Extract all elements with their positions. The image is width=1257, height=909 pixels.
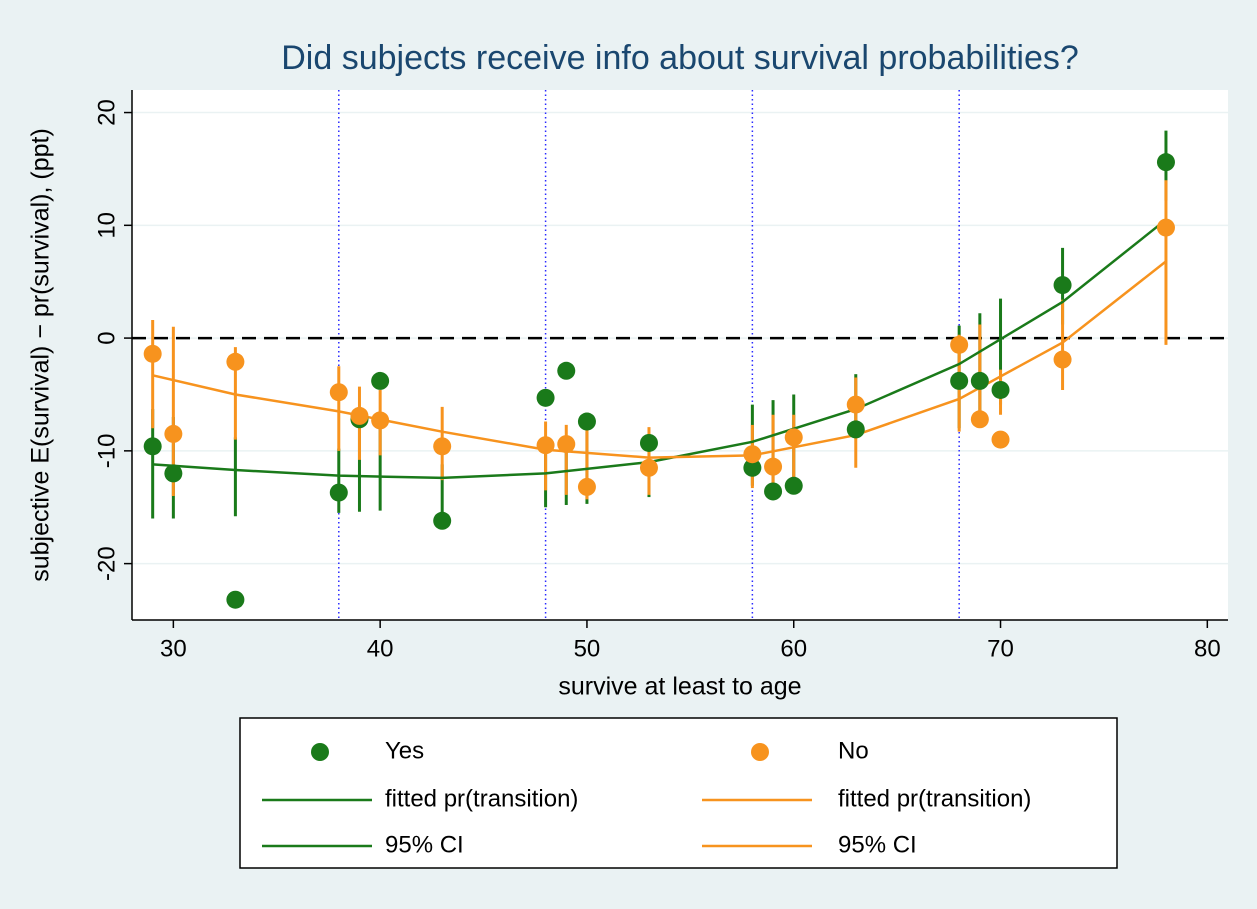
point [536, 388, 555, 407]
point [743, 445, 762, 464]
point [143, 344, 162, 363]
x-tick-label: 70 [987, 635, 1014, 662]
x-tick-label: 40 [367, 635, 394, 662]
x-tick-label: 50 [574, 635, 601, 662]
point [950, 371, 969, 390]
legend-label: 95% CI [838, 831, 917, 858]
point [164, 464, 183, 483]
point [970, 371, 989, 390]
point [226, 590, 245, 609]
point [764, 482, 783, 501]
x-tick-label: 30 [160, 635, 187, 662]
point [557, 361, 576, 380]
point [433, 511, 452, 530]
y-tick-label: 0 [93, 331, 120, 344]
point [577, 477, 596, 496]
y-axis-label: subjective E(survival) − pr(survival), (… [27, 128, 55, 582]
point [226, 352, 245, 371]
point [371, 371, 390, 390]
fitted-line [152, 260, 1167, 459]
legend-box [239, 717, 1118, 869]
chart-title: Did subjects receive info about survival… [281, 39, 1079, 77]
y-tick-label: -20 [93, 546, 120, 581]
point [164, 424, 183, 443]
legend-label: No [838, 737, 869, 764]
point [764, 457, 783, 476]
point [991, 380, 1010, 399]
point [1156, 218, 1175, 237]
legend-symbol [751, 743, 769, 761]
point [784, 428, 803, 447]
point [784, 476, 803, 495]
point [536, 436, 555, 455]
point [846, 395, 865, 414]
legend-label: fitted pr(transition) [838, 785, 1031, 812]
point [970, 410, 989, 429]
point [1053, 350, 1072, 369]
point [557, 435, 576, 454]
y-tick-label: -10 [93, 434, 120, 469]
point [577, 412, 596, 431]
y-tick-label: 20 [93, 99, 120, 126]
legend-label: Yes [385, 737, 424, 764]
legend-symbol [311, 743, 329, 761]
x-tick-label: 80 [1194, 635, 1221, 662]
point [639, 458, 658, 477]
point [1156, 153, 1175, 172]
point [846, 420, 865, 439]
point [433, 437, 452, 456]
y-tick-label: 10 [93, 212, 120, 239]
point [143, 437, 162, 456]
point [639, 433, 658, 452]
point [950, 335, 969, 354]
legend-label: 95% CI [385, 831, 464, 858]
point [329, 383, 348, 402]
point [743, 458, 762, 477]
x-axis-label: survive at least to age [558, 673, 801, 701]
point [1053, 276, 1072, 295]
point [350, 406, 369, 425]
plot-area [132, 90, 1228, 620]
point [371, 411, 390, 430]
legend-label: fitted pr(transition) [385, 785, 578, 812]
point [329, 483, 348, 502]
point [991, 430, 1010, 449]
x-tick-label: 60 [780, 635, 807, 662]
